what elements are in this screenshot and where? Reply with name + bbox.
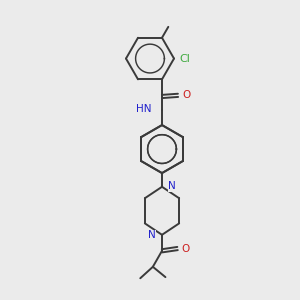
Text: HN: HN <box>136 104 152 114</box>
Text: O: O <box>182 90 190 100</box>
Text: Cl: Cl <box>180 53 190 64</box>
Text: N: N <box>168 181 176 191</box>
Text: N: N <box>148 230 156 240</box>
Text: O: O <box>182 244 190 254</box>
